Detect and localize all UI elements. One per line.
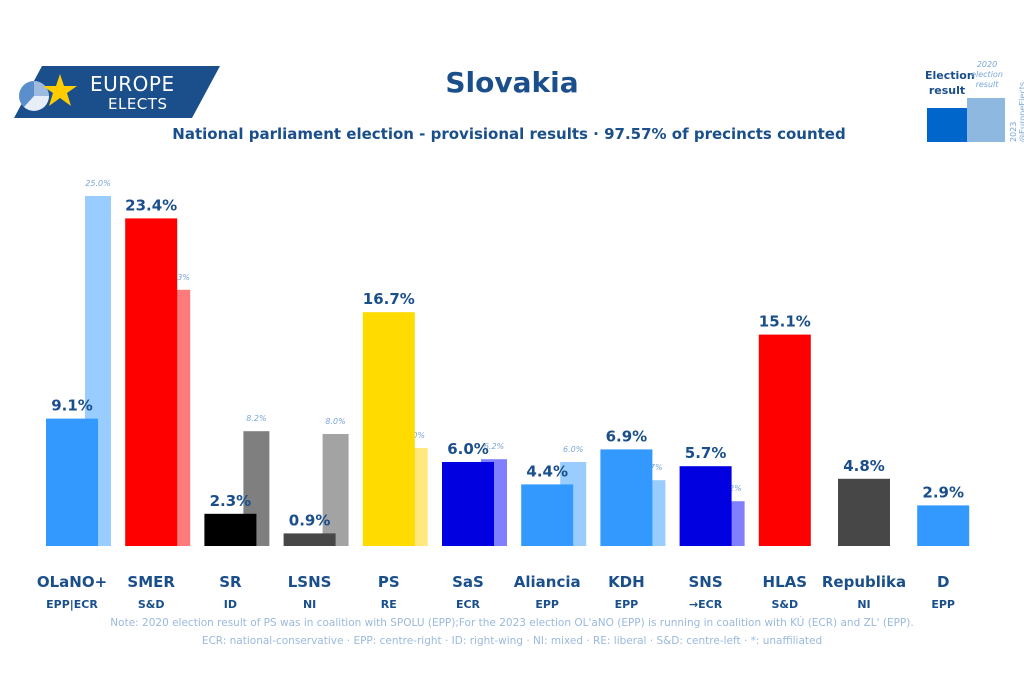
party-name: Aliancia: [513, 573, 581, 591]
legend-current-label: Election result: [925, 69, 975, 97]
logo-text-elects: ELECTS: [108, 95, 168, 113]
label-current-aliancia: 4.4%: [526, 462, 568, 480]
party-group: RE: [380, 598, 397, 611]
bar-current-kdh: [600, 449, 653, 546]
label-current-olano: 9.1%: [51, 397, 93, 415]
party-group: EPP|ECR: [46, 598, 98, 611]
label-current-ps: 16.7%: [363, 290, 415, 308]
label-current-sas: 6.0%: [447, 440, 489, 458]
bar-current-d: [917, 505, 970, 546]
label-2020-lsns: 8.0%: [325, 417, 345, 426]
label-2020-sr: 8.2%: [246, 414, 266, 423]
bar-current-sr: [204, 513, 257, 546]
bar-current-republika: [838, 478, 890, 546]
note-line-2: ECR: national-conservative · EPP: centre…: [201, 635, 823, 647]
label-current-lsns: 0.9%: [289, 511, 331, 529]
party-name: PS: [377, 573, 400, 591]
bar-current-aliancia: [521, 484, 574, 546]
legend-previous-label: 2020 election result: [971, 60, 1003, 89]
label-current-smer: 23.4%: [125, 196, 177, 214]
bar-current-smer: [125, 218, 178, 546]
party-group: EPP: [931, 598, 955, 611]
bar-current-lsns: [283, 533, 336, 546]
bar-current-olano: [46, 418, 98, 546]
party-name: Republika: [821, 573, 907, 591]
party-name: SR: [219, 573, 242, 591]
party-name: HLAS: [762, 573, 808, 591]
chart-title: Slovakia: [445, 66, 579, 99]
bar-2020-lsns: [322, 434, 349, 546]
label-2020-aliancia: 6.0%: [563, 445, 583, 454]
party-group: NI: [302, 598, 317, 611]
party-group: →ECR: [688, 598, 723, 611]
bar-current-sas: [442, 462, 494, 546]
party-group: ECR: [455, 598, 481, 611]
party-name: D: [936, 573, 950, 591]
chart-subtitle: National parliament election - provision…: [172, 125, 846, 143]
europe-elects-logo: [14, 66, 220, 118]
party-group: EPP: [614, 598, 639, 611]
label-current-sns: 5.7%: [685, 444, 727, 462]
label-current-d: 2.9%: [922, 483, 964, 501]
note-line-1: Note: 2020 election result of PS was in …: [110, 617, 914, 629]
party-name: OLaNO+: [36, 573, 108, 591]
bar-current-ps: [362, 312, 415, 546]
label-current-sr: 2.3%: [210, 492, 252, 510]
party-name: KDH: [608, 573, 645, 591]
party-group: S&D: [771, 598, 799, 611]
label-current-kdh: 6.9%: [606, 427, 648, 445]
party-name: LSNS: [287, 573, 332, 591]
legend: Election result 2020 election result 202…: [925, 58, 1024, 148]
label-current-hlas: 15.1%: [759, 313, 811, 331]
party-name: SNS: [688, 573, 723, 591]
bar-current-hlas: [758, 334, 811, 546]
bar-current-sns: [679, 466, 732, 546]
party-name: SaS: [452, 573, 484, 591]
logo-text-europe: EUROPE: [90, 72, 175, 96]
label-2020-sas: 6.2%: [484, 442, 504, 451]
party-group: NI: [857, 598, 871, 611]
party-group: EPP: [535, 598, 559, 611]
label-current-republika: 4.8%: [843, 457, 885, 475]
legend-previous-swatch: [967, 98, 1005, 142]
label-2020-olano: 25.0%: [85, 179, 110, 188]
party-group: ID: [223, 598, 237, 611]
legend-current-swatch: [927, 108, 969, 142]
party-group: S&D: [137, 598, 165, 611]
party-name: SMER: [127, 573, 175, 591]
